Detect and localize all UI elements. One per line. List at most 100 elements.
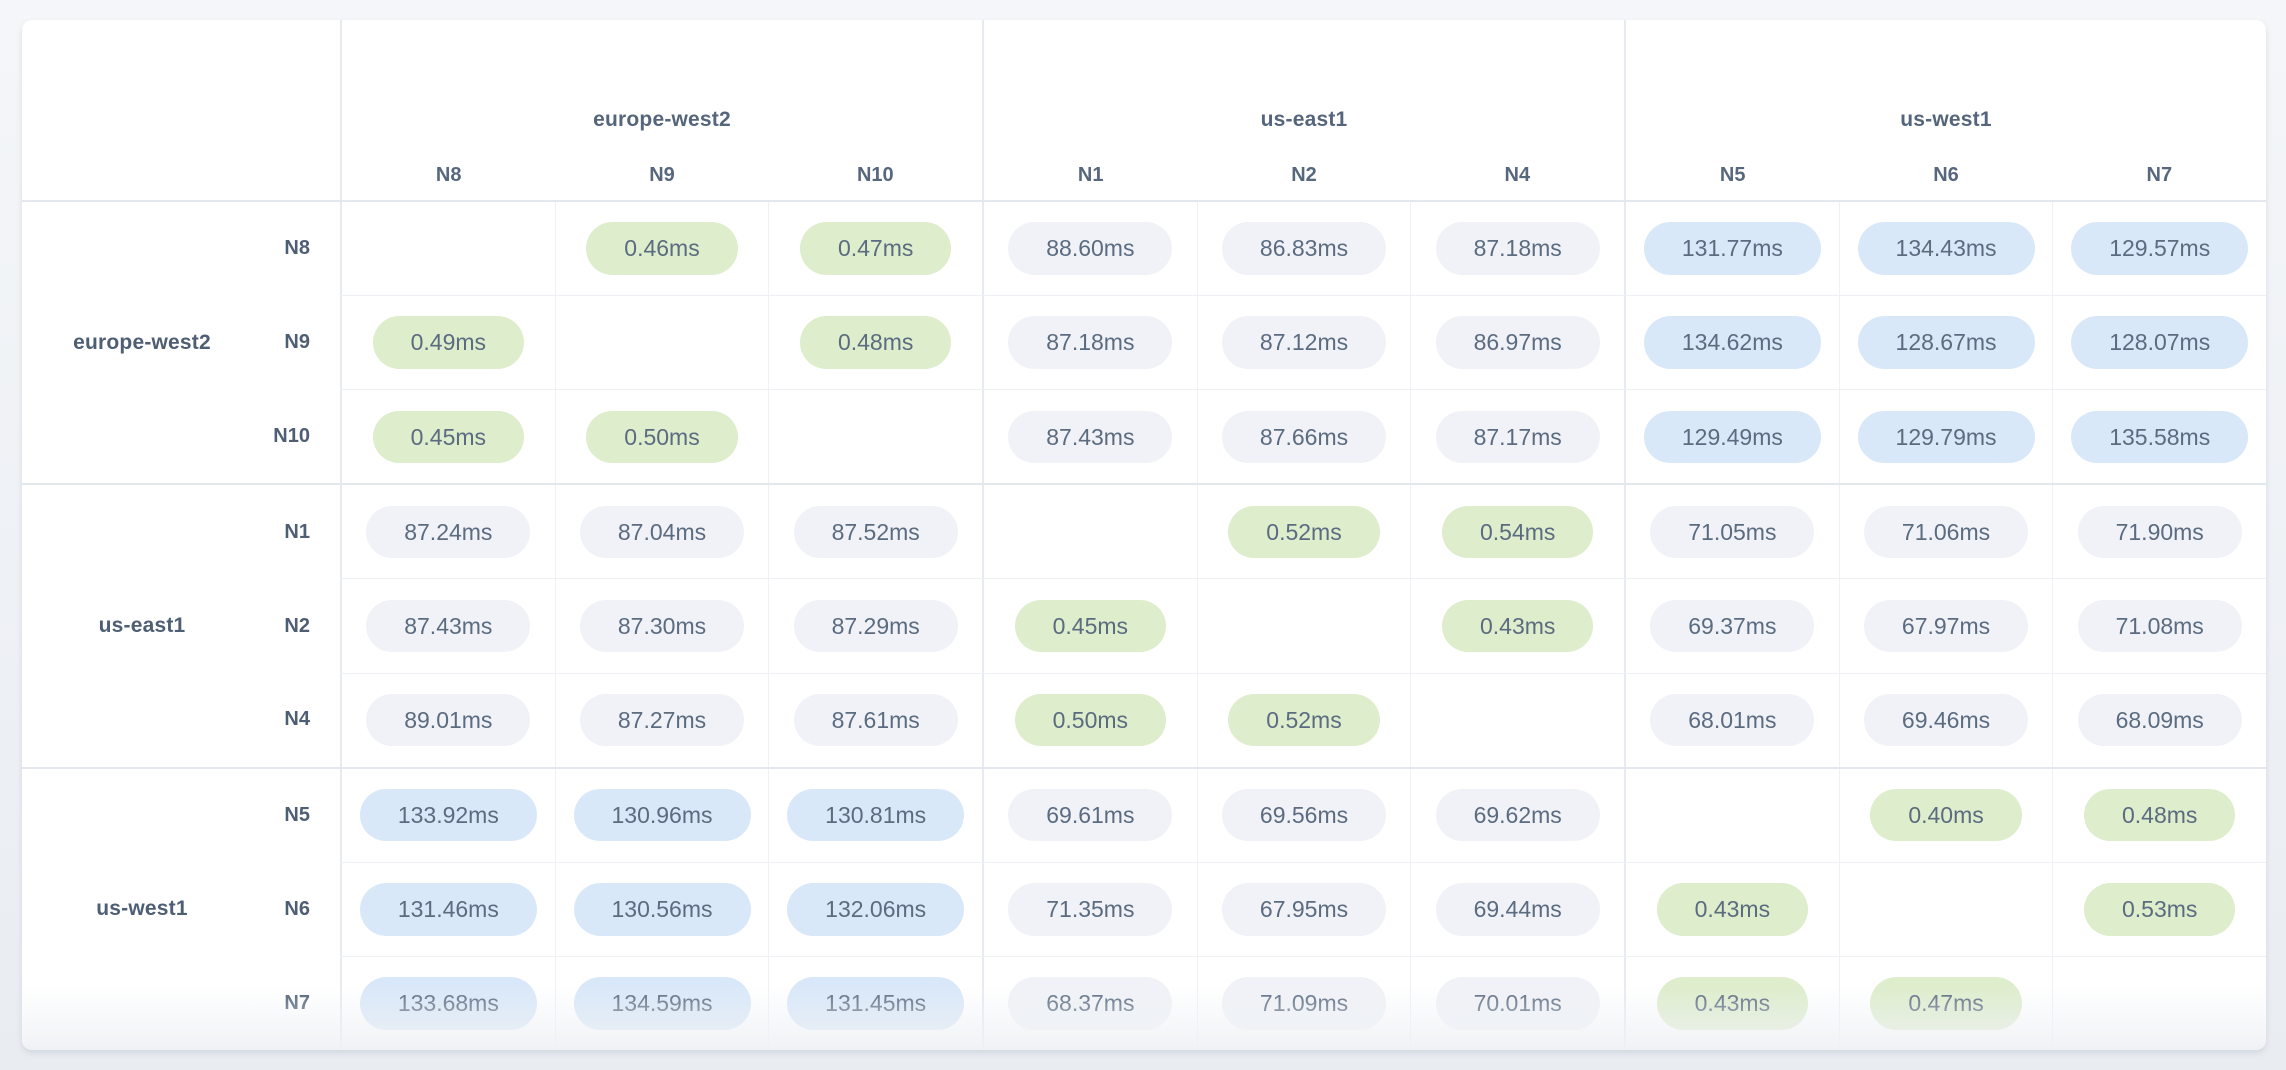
latency-value-pill[interactable]: 0.49ms [372,316,525,369]
latency-value-pill[interactable]: 69.44ms [1435,883,1600,936]
latency-value-pill[interactable]: 0.52ms [1228,505,1380,559]
latency-value-pill[interactable]: 0.50ms [1014,693,1167,747]
latency-value-pill[interactable]: 87.04ms [579,505,745,559]
latency-value-pill[interactable]: 87.18ms [1435,222,1600,275]
latency-value-pill[interactable]: 87.18ms [1008,316,1173,369]
latency-matrix: europe-west2 N8 N9 N10 us-east1 N1 N2 N4 us-west… [22,20,2266,1050]
latency-cell: 0.47ms [1838,956,2053,1050]
latency-value-pill[interactable]: 87.30ms [579,599,745,653]
latency-value-pill[interactable]: 71.06ms [1863,505,2029,559]
latency-value-pill[interactable]: 71.35ms [1008,883,1173,936]
latency-value-pill[interactable]: 0.43ms [1656,883,1809,936]
row-node-header: N10 [273,424,310,447]
latency-value-pill[interactable]: 0.46ms [586,222,738,275]
latency-value-pill[interactable]: 68.37ms [1008,977,1173,1030]
latency-cell: 87.27ms [554,673,769,767]
column-node-header: N10 [856,163,894,186]
latency-value-pill[interactable]: 131.77ms [1643,222,1821,275]
latency-value-pill[interactable]: 0.54ms [1441,505,1594,559]
latency-cell: 129.79ms [1838,390,2053,484]
latency-value-pill[interactable]: 0.50ms [586,410,738,463]
latency-value-pill[interactable]: 0.45ms [372,410,525,463]
latency-cell: 0.53ms [2052,862,2266,956]
latency-value-pill[interactable]: 132.06ms [787,883,965,936]
latency-value-pill[interactable]: 69.37ms [1650,599,1815,653]
latency-value-pill[interactable]: 70.01ms [1435,977,1600,1030]
latency-value-pill[interactable]: 87.27ms [579,693,745,747]
latency-value-pill[interactable]: 71.08ms [2077,599,2242,653]
column-node-header: N8 [435,163,462,186]
column-node-header: N9 [649,163,675,186]
latency-row-N2: 87.43ms 87.30ms 87.29ms 0.45ms 0.43ms 69.37ms… [340,578,2266,673]
latency-value-pill[interactable]: 131.45ms [787,977,965,1030]
latency-value-pill[interactable]: 71.05ms [1650,505,1815,559]
latency-cell: 0.48ms [768,296,982,390]
latency-value-pill[interactable]: 87.61ms [793,693,958,747]
latency-cell: 132.06ms [768,862,982,956]
row-node-header: N7 [284,991,310,1014]
latency-value-pill[interactable]: 0.45ms [1014,599,1167,653]
latency-value-pill[interactable]: 87.29ms [793,599,958,653]
latency-value-pill[interactable]: 135.58ms [2071,410,2249,463]
row-node-label-column: N5 N6 N7 [228,769,340,1050]
latency-value-pill[interactable]: 129.49ms [1643,410,1821,463]
latency-value-pill[interactable]: 0.47ms [1870,977,2022,1030]
latency-value-pill[interactable]: 133.92ms [359,788,537,842]
latency-value-pill[interactable]: 0.43ms [1441,599,1594,653]
latency-value-pill[interactable]: 68.09ms [2077,693,2242,747]
latency-value-pill[interactable]: 69.62ms [1435,788,1600,842]
latency-value-pill[interactable]: 68.01ms [1650,693,1815,747]
latency-value-pill[interactable]: 69.56ms [1221,788,1387,842]
row-group-label-block: europe-west2 N8 N9 N10 [22,202,340,483]
latency-value-pill[interactable]: 88.60ms [1008,222,1173,275]
latency-value-pill[interactable]: 87.12ms [1221,316,1387,369]
column-node-header: N4 [1504,163,1531,186]
latency-value-pill[interactable]: 128.07ms [2071,316,2249,369]
latency-value-pill[interactable]: 130.96ms [573,788,751,842]
latency-value-pill[interactable]: 87.43ms [1008,410,1173,463]
latency-value-pill[interactable]: 86.83ms [1221,222,1387,275]
latency-value-pill[interactable]: 0.40ms [1870,788,2022,842]
latency-value-pill[interactable]: 86.97ms [1435,316,1600,369]
latency-value-pill[interactable]: 67.97ms [1863,599,2029,653]
latency-value-pill[interactable]: 134.43ms [1857,222,2035,275]
latency-value-pill[interactable]: 69.61ms [1008,788,1173,842]
latency-value-pill[interactable]: 129.57ms [2071,222,2249,275]
latency-value-pill[interactable]: 87.17ms [1435,410,1600,463]
latency-cell: 67.95ms [1196,862,1411,956]
latency-value-pill[interactable]: 0.43ms [1656,977,1809,1030]
latency-value-pill[interactable]: 87.43ms [366,599,531,653]
latency-value-pill[interactable]: 130.81ms [787,788,965,842]
latency-cell [340,202,555,296]
latency-value-pill[interactable]: 87.66ms [1221,410,1387,463]
latency-cell: 71.05ms [1624,485,1839,579]
matrix-column-headers: europe-west2 N8 N9 N10 us-east1 N1 N2 N4 us-west… [22,20,2266,202]
latency-value-pill[interactable]: 71.09ms [1221,977,1387,1030]
latency-cell: 69.46ms [1838,673,2053,767]
latency-cell: 133.68ms [340,956,555,1050]
latency-value-pill[interactable]: 0.48ms [2083,788,2236,842]
column-node-names: N8 N9 N10 [342,150,982,200]
row-group-label-block: us-east1 N1 N2 N4 [22,485,340,766]
latency-value-pill[interactable]: 0.47ms [799,222,952,275]
latency-cell: 87.52ms [768,485,982,579]
latency-cell: 135.58ms [2052,390,2266,484]
latency-row-N6: 131.46ms 130.56ms 132.06ms 71.35ms 67.95ms 69… [340,861,2266,956]
latency-value-pill[interactable]: 130.56ms [573,883,751,936]
latency-value-pill[interactable]: 129.79ms [1857,410,2035,463]
latency-value-pill[interactable]: 69.46ms [1863,693,2029,747]
latency-value-pill[interactable]: 71.90ms [2077,505,2242,559]
latency-value-pill[interactable]: 131.46ms [359,883,537,936]
latency-value-pill[interactable]: 87.52ms [793,505,958,559]
latency-value-pill[interactable]: 134.62ms [1643,316,1821,369]
latency-value-pill[interactable]: 128.67ms [1857,316,2035,369]
latency-value-pill[interactable]: 67.95ms [1221,883,1387,936]
latency-value-pill[interactable]: 133.68ms [359,977,537,1030]
latency-value-pill[interactable]: 0.53ms [2083,883,2236,936]
latency-value-pill[interactable]: 87.24ms [366,505,531,559]
latency-value-pill[interactable]: 0.48ms [799,316,952,369]
latency-value-pill[interactable]: 134.59ms [573,977,751,1030]
latency-cell: 69.37ms [1624,579,1839,673]
latency-value-pill[interactable]: 0.52ms [1228,693,1380,747]
latency-value-pill[interactable]: 89.01ms [366,693,531,747]
